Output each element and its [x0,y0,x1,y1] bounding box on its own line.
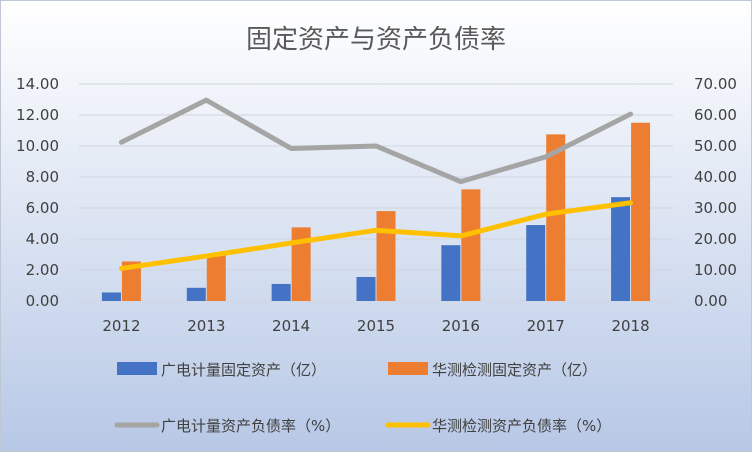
x-axis-ticks: 2012 2013 2014 2015 2016 2017 2018 [102,317,649,335]
x-tick-label: 2016 [442,317,480,335]
bar [461,189,481,301]
left-tick-label: 6.00 [26,199,59,217]
left-axis-ticks: 0.00 2.00 4.00 6.00 8.00 10.00 12.00 14.00 [16,75,59,310]
right-tick-label: 70.00 [694,75,737,93]
x-tick-label: 2012 [102,317,140,335]
bar [121,261,141,301]
bar [611,197,631,301]
legend-swatch [388,362,428,375]
x-tick-label: 2013 [187,317,225,335]
chart-title: 固定资产与资产负债率 [246,25,506,55]
legend: 广电计量固定资产（亿） 华测检测固定资产（亿） 广电计量资产负债率（%） 华测检测资产… [114,361,611,435]
bar [271,283,291,301]
right-tick-label: 40.00 [694,168,737,186]
x-tick-label: 2017 [527,317,565,335]
legend-label: 华测检测固定资产（亿） [432,361,597,379]
bar [376,211,396,301]
bar [356,276,376,301]
legend-label: 华测检测资产负债率（%） [432,417,611,435]
bar [441,245,461,301]
series-line [118,97,634,185]
right-tick-label: 50.00 [694,137,737,155]
bar-series [101,122,651,301]
left-tick-label: 10.00 [16,137,59,155]
right-tick-label: 20.00 [694,230,737,248]
left-tick-label: 4.00 [26,230,59,248]
bar [546,134,566,301]
left-tick-label: 2.00 [26,261,59,279]
bar [206,255,226,301]
x-tick-label: 2014 [272,317,310,335]
right-tick-label: 10.00 [694,261,737,279]
x-tick-label: 2018 [611,317,649,335]
bar [631,122,651,301]
x-tick-label: 2015 [357,317,395,335]
bar [526,225,546,301]
left-tick-label: 0.00 [26,292,59,310]
bar [291,227,311,301]
left-tick-label: 8.00 [26,168,59,186]
legend-swatch [117,362,157,375]
right-tick-label: 60.00 [694,106,737,124]
line-series [118,97,634,271]
right-tick-label: 30.00 [694,199,737,217]
left-tick-label: 14.00 [16,75,59,93]
right-axis-ticks: 0.00 10.00 20.00 30.00 40.00 50.00 60.00 70.00 [694,75,737,310]
left-tick-label: 12.00 [16,106,59,124]
legend-label: 广电计量固定资产（亿） [161,361,326,379]
bar [186,287,206,301]
legend-label: 广电计量资产负债率（%） [161,417,340,435]
bar [101,292,121,301]
series-line [118,200,634,271]
right-tick-label: 0.00 [694,292,727,310]
